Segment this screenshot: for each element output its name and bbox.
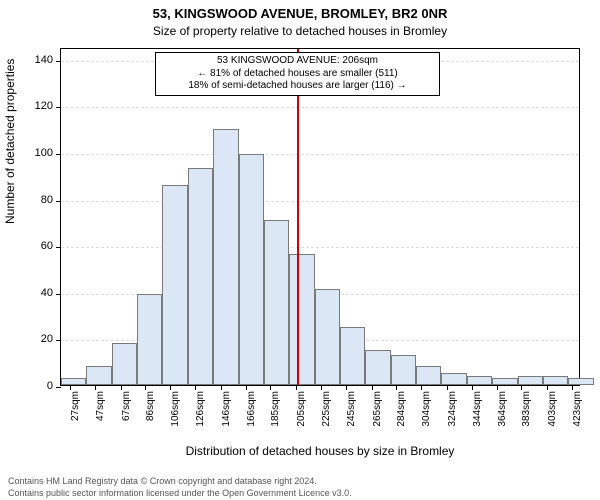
callout-box: 53 KINGSWOOD AVENUE: 206sqm ← 81% of det… [155,52,440,96]
x-tick-mark [521,385,522,390]
x-tick-mark [396,385,397,390]
figure: 53, KINGSWOOD AVENUE, BROMLEY, BR2 0NR S… [0,0,600,500]
y-tick-mark [56,154,61,155]
title-main: 53, KINGSWOOD AVENUE, BROMLEY, BR2 0NR [0,6,600,21]
x-tick-mark [572,385,573,390]
y-tick-label: 40 [41,287,53,299]
histogram-bar [239,154,264,385]
footnote-2: Contains public sector information licen… [8,488,352,498]
y-tick-mark [56,340,61,341]
x-tick-mark [421,385,422,390]
x-tick-label: 166sqm [246,391,257,427]
x-tick-mark [170,385,171,390]
y-tick-mark [56,387,61,388]
x-tick-label: 185sqm [270,391,281,427]
plot-area: 02040608010012014027sqm47sqm67sqm86sqm10… [60,48,580,386]
x-tick-mark [547,385,548,390]
x-tick-label: 284sqm [396,391,407,427]
x-tick-mark [246,385,247,390]
x-tick-mark [346,385,347,390]
grid-line [61,154,579,155]
x-tick-label: 225sqm [321,391,332,427]
histogram-bar [518,376,543,385]
histogram-bar [365,350,390,385]
y-tick-label: 20 [41,333,53,345]
x-tick-mark [195,385,196,390]
x-tick-mark [472,385,473,390]
title-subtitle: Size of property relative to detached ho… [0,24,600,38]
histogram-bar [289,254,314,385]
histogram-bar [492,378,517,385]
histogram-bar [162,185,187,385]
histogram-bar [416,366,441,385]
x-tick-mark [497,385,498,390]
y-tick-label: 140 [35,54,53,66]
histogram-bar [467,376,492,385]
x-tick-mark [70,385,71,390]
x-tick-label: 205sqm [296,391,307,427]
y-tick-label: 60 [41,240,53,252]
x-axis-label: Distribution of detached houses by size … [60,444,580,458]
histogram-bar [441,373,466,385]
histogram-bar [188,168,213,385]
x-tick-label: 86sqm [145,391,156,421]
y-tick-mark [56,107,61,108]
histogram-bar [340,327,365,385]
reference-line [297,49,299,385]
x-tick-label: 67sqm [121,391,132,421]
histogram-bar [264,220,289,386]
x-tick-label: 245sqm [346,391,357,427]
grid-line [61,107,579,108]
x-tick-mark [270,385,271,390]
y-tick-mark [56,247,61,248]
histogram-bar [86,366,111,385]
histogram-bar [213,129,238,385]
callout-line-2: ← 81% of detached houses are smaller (51… [162,68,433,81]
histogram-bar [61,378,86,385]
x-tick-mark [447,385,448,390]
x-tick-label: 403sqm [547,391,558,427]
histogram-bar [137,294,162,385]
x-tick-label: 423sqm [572,391,583,427]
x-tick-mark [145,385,146,390]
y-tick-mark [56,61,61,62]
y-tick-label: 0 [47,380,53,392]
x-tick-label: 47sqm [95,391,106,421]
x-tick-label: 265sqm [372,391,383,427]
x-tick-mark [321,385,322,390]
y-tick-label: 100 [35,147,53,159]
x-tick-label: 383sqm [521,391,532,427]
footnote-1: Contains HM Land Registry data © Crown c… [8,476,317,486]
x-tick-label: 27sqm [70,391,81,421]
histogram-bar [568,378,593,385]
y-axis-label: Number of detached properties [3,204,17,224]
x-tick-mark [372,385,373,390]
x-tick-label: 324sqm [447,391,458,427]
grid-line [61,201,579,202]
x-tick-label: 364sqm [497,391,508,427]
x-tick-label: 146sqm [221,391,232,427]
histogram-bar [543,376,568,385]
x-tick-label: 344sqm [472,391,483,427]
y-tick-label: 80 [41,194,53,206]
histogram-bar [391,355,416,385]
x-tick-label: 126sqm [195,391,206,427]
histogram-bar [315,289,340,385]
x-tick-label: 106sqm [170,391,181,427]
y-tick-mark [56,201,61,202]
x-tick-mark [221,385,222,390]
x-tick-mark [296,385,297,390]
y-tick-label: 120 [35,100,53,112]
histogram-bar [112,343,137,385]
x-tick-mark [121,385,122,390]
x-tick-mark [95,385,96,390]
grid-line [61,247,579,248]
callout-line-1: 53 KINGSWOOD AVENUE: 206sqm [162,55,433,68]
x-tick-label: 304sqm [421,391,432,427]
callout-line-3: 18% of semi-detached houses are larger (… [162,80,433,93]
y-tick-mark [56,294,61,295]
